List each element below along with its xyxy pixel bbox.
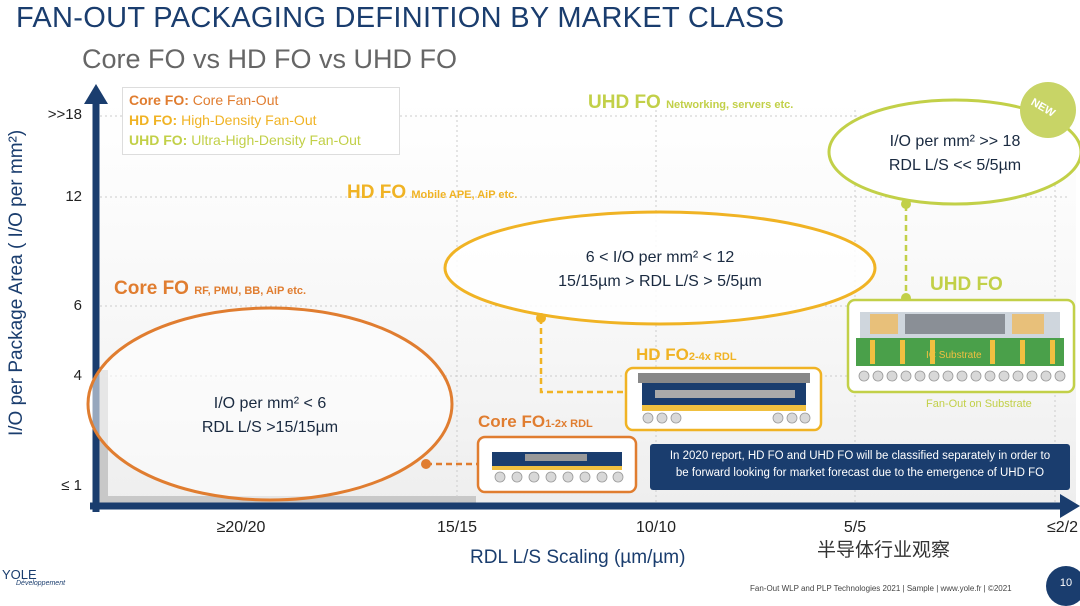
legend-hd: HD FO: High-Density Fan-Out (129, 112, 317, 128)
yole-logo: YOLE Développement (2, 567, 66, 587)
ic-substrate-label: IC Substrate (926, 350, 982, 361)
x-tick: ≥20/20 (216, 519, 266, 536)
hd-connector (539, 318, 626, 394)
uhd-connector-dot-top (901, 199, 911, 209)
page-title: FAN-OUT PACKAGING DEFINITION BY MARKET C… (16, 2, 785, 34)
core-package-label: Core FO1-2x RDL (478, 412, 593, 431)
footer-text: Fan-Out WLP and PLP Technologies 2021 | … (750, 584, 1012, 593)
core-connector-dot (421, 459, 431, 469)
uhd-package-illustration (846, 298, 1076, 394)
hd-connector-dot (536, 313, 546, 323)
uhd-package-label: UHD FO (930, 274, 1003, 295)
x-tick: 15/15 (436, 519, 478, 536)
wechat-watermark: 半导体行业观察 (817, 540, 951, 561)
x-axis-arrow (1060, 494, 1080, 518)
page-subtitle: Core FO vs HD FO vs UHD FO (82, 44, 458, 74)
hd-ellipse (443, 210, 877, 326)
y-axis-label: I/O per Package Area ( I/O per mm²) (6, 129, 27, 436)
y-tick: 4 (73, 367, 82, 384)
legend-box: Core FO: Core Fan-Out HD FO: High-Densit… (122, 87, 400, 155)
legend-uhd: UHD FO: Ultra-High-Density Fan-Out (129, 132, 361, 148)
note-box: In 2020 report, HD FO and UHD FO will be… (650, 444, 1070, 490)
uhd-ellipse-text: I/O per mm² >> 18 RDL L/S << 5/5µm (888, 133, 1022, 174)
hd-class-heading: HD FO Mobile APE, AiP etc. (347, 182, 518, 203)
uhd-ellipse (827, 98, 1080, 206)
hd-package-label: HD FO2-4x RDL (636, 345, 737, 364)
y-tick: >>18 (47, 106, 82, 123)
legend-core: Core FO: Core Fan-Out (129, 92, 279, 108)
page-number: 10 (1046, 566, 1080, 606)
x-tick: 5/5 (843, 519, 867, 536)
hd-ellipse-text: 6 < I/O per mm² < 12 15/15µm > RDL L/S > … (558, 249, 762, 290)
hd-package-illustration (624, 366, 823, 432)
y-axis-arrow (84, 84, 108, 104)
y-tick: ≤ 1 (61, 477, 82, 494)
core-ellipse (86, 306, 454, 502)
x-tick: ≤2/2 (1046, 519, 1078, 536)
y-tick: 6 (73, 297, 82, 314)
new-badge-circle (1020, 82, 1076, 138)
uhd-class-heading: UHD FO Networking, servers etc. (588, 92, 794, 113)
fan-out-substrate-caption: Fan-Out on Substrate (926, 398, 1032, 410)
core-ellipse-text: I/O per mm² < 6 RDL L/S >15/15µm (201, 395, 339, 436)
x-axis-label: RDL L/S Scaling (µm/µm) (470, 547, 686, 568)
y-tick: 12 (65, 188, 82, 205)
core-class-heading: Core FO RF, PMU, BB, AiP etc. (114, 278, 307, 299)
core-package-illustration (476, 435, 638, 494)
x-tick: 10/10 (635, 519, 677, 536)
